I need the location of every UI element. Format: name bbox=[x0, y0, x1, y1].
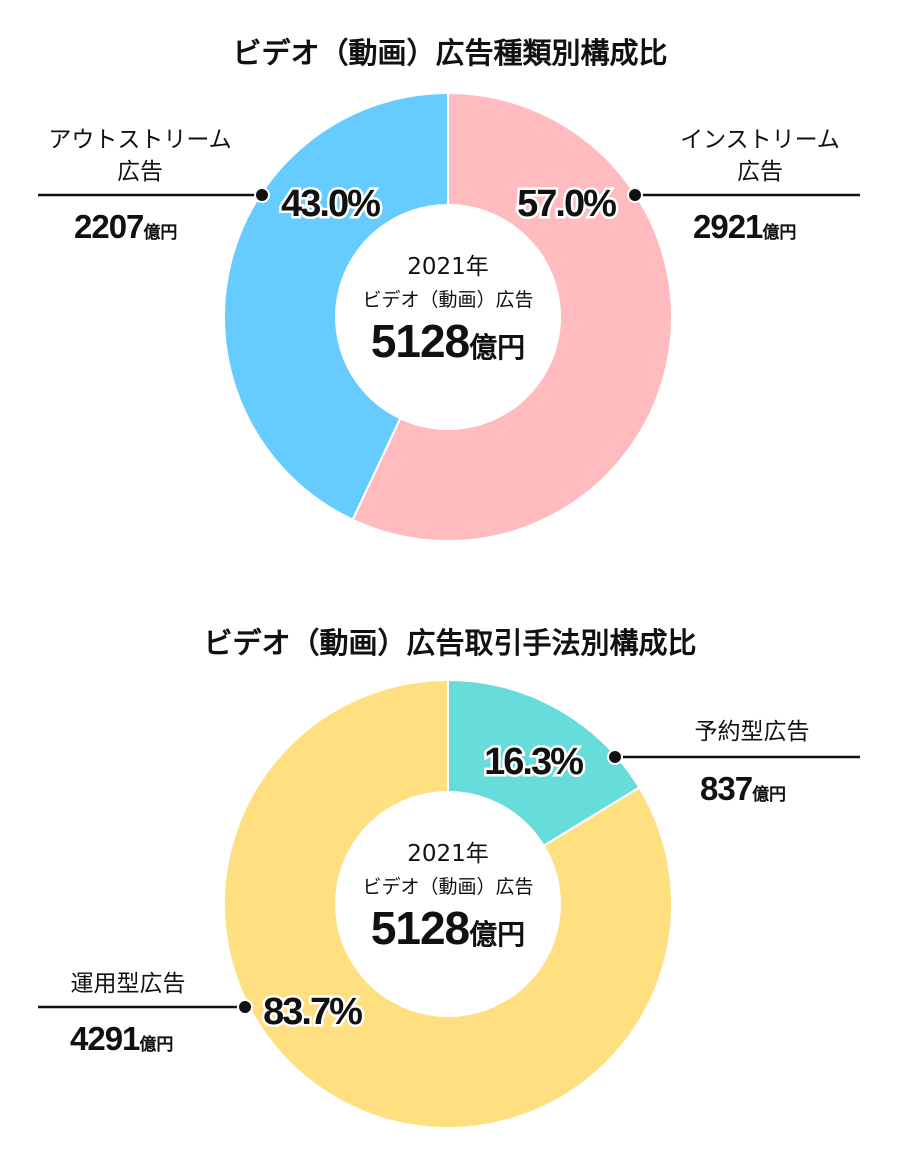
value-unit: 億円 bbox=[762, 223, 797, 243]
chart1-right-label: インストリーム 広告 bbox=[660, 124, 860, 188]
chart1-left-label: アウトストリーム 広告 bbox=[40, 124, 240, 188]
chart2-percent-label-0: 16.3% bbox=[484, 741, 583, 783]
chart2-left-value: 4291億円 bbox=[70, 1020, 173, 1058]
chart1-title: ビデオ（動画）広告種類別構成比 bbox=[232, 36, 668, 70]
label-line2: 広告 bbox=[117, 159, 163, 185]
value-number: 4291 bbox=[70, 1020, 140, 1057]
label-line1: インストリーム bbox=[680, 127, 840, 153]
chart1-percent-label-0: 57.0% bbox=[517, 183, 616, 225]
center-year: 2021年 bbox=[407, 254, 489, 280]
value-unit: 億円 bbox=[752, 785, 787, 805]
chart1-leader-dot-1 bbox=[254, 187, 270, 203]
chart1-slice-1 bbox=[223, 91, 449, 522]
value-number: 837 bbox=[700, 770, 753, 807]
chart2-right-label: 予約型広告 bbox=[672, 716, 832, 748]
center-total: 5128億円 bbox=[328, 314, 568, 368]
total-number: 5128 bbox=[370, 902, 470, 954]
chart2-leader-dot-1 bbox=[237, 999, 253, 1015]
value-number: 2207 bbox=[74, 208, 144, 245]
center-label: ビデオ（動画）広告 bbox=[362, 289, 534, 311]
chart1-left-value: 2207億円 bbox=[74, 208, 177, 246]
label-line1: 予約型広告 bbox=[694, 719, 810, 745]
total-unit: 億円 bbox=[469, 331, 526, 364]
center-year: 2021年 bbox=[407, 841, 489, 867]
chart1-leader-dot-0 bbox=[627, 187, 643, 203]
chart2-right-value: 837億円 bbox=[700, 770, 786, 808]
total-number: 5128 bbox=[370, 315, 470, 367]
total-unit: 億円 bbox=[469, 918, 526, 951]
label-line1: アウトストリーム bbox=[48, 127, 232, 153]
chart1-right-value: 2921億円 bbox=[693, 208, 796, 246]
value-unit: 億円 bbox=[139, 1035, 174, 1055]
center-label: ビデオ（動画）広告 bbox=[362, 876, 534, 898]
value-unit: 億円 bbox=[143, 223, 178, 243]
chart2-title: ビデオ（動画）広告取引手法別構成比 bbox=[203, 626, 697, 660]
chart2-slice-1 bbox=[223, 678, 673, 1129]
center-total: 5128億円 bbox=[328, 901, 568, 955]
chart2-slice-0 bbox=[447, 678, 641, 848]
label-line2: 広告 bbox=[737, 159, 783, 185]
chart1-center: 2021年 ビデオ（動画）広告 5128億円 bbox=[328, 247, 568, 368]
label-line1: 運用型広告 bbox=[70, 971, 186, 997]
chart2-percent-label-1: 83.7% bbox=[263, 991, 362, 1033]
chart2-leader-dot-0 bbox=[607, 749, 623, 765]
value-number: 2921 bbox=[693, 208, 763, 245]
chart2-left-label: 運用型広告 bbox=[48, 968, 208, 1000]
chart2-center: 2021年 ビデオ（動画）広告 5128億円 bbox=[328, 834, 568, 955]
chart1-percent-label-1: 43.0% bbox=[281, 183, 380, 225]
